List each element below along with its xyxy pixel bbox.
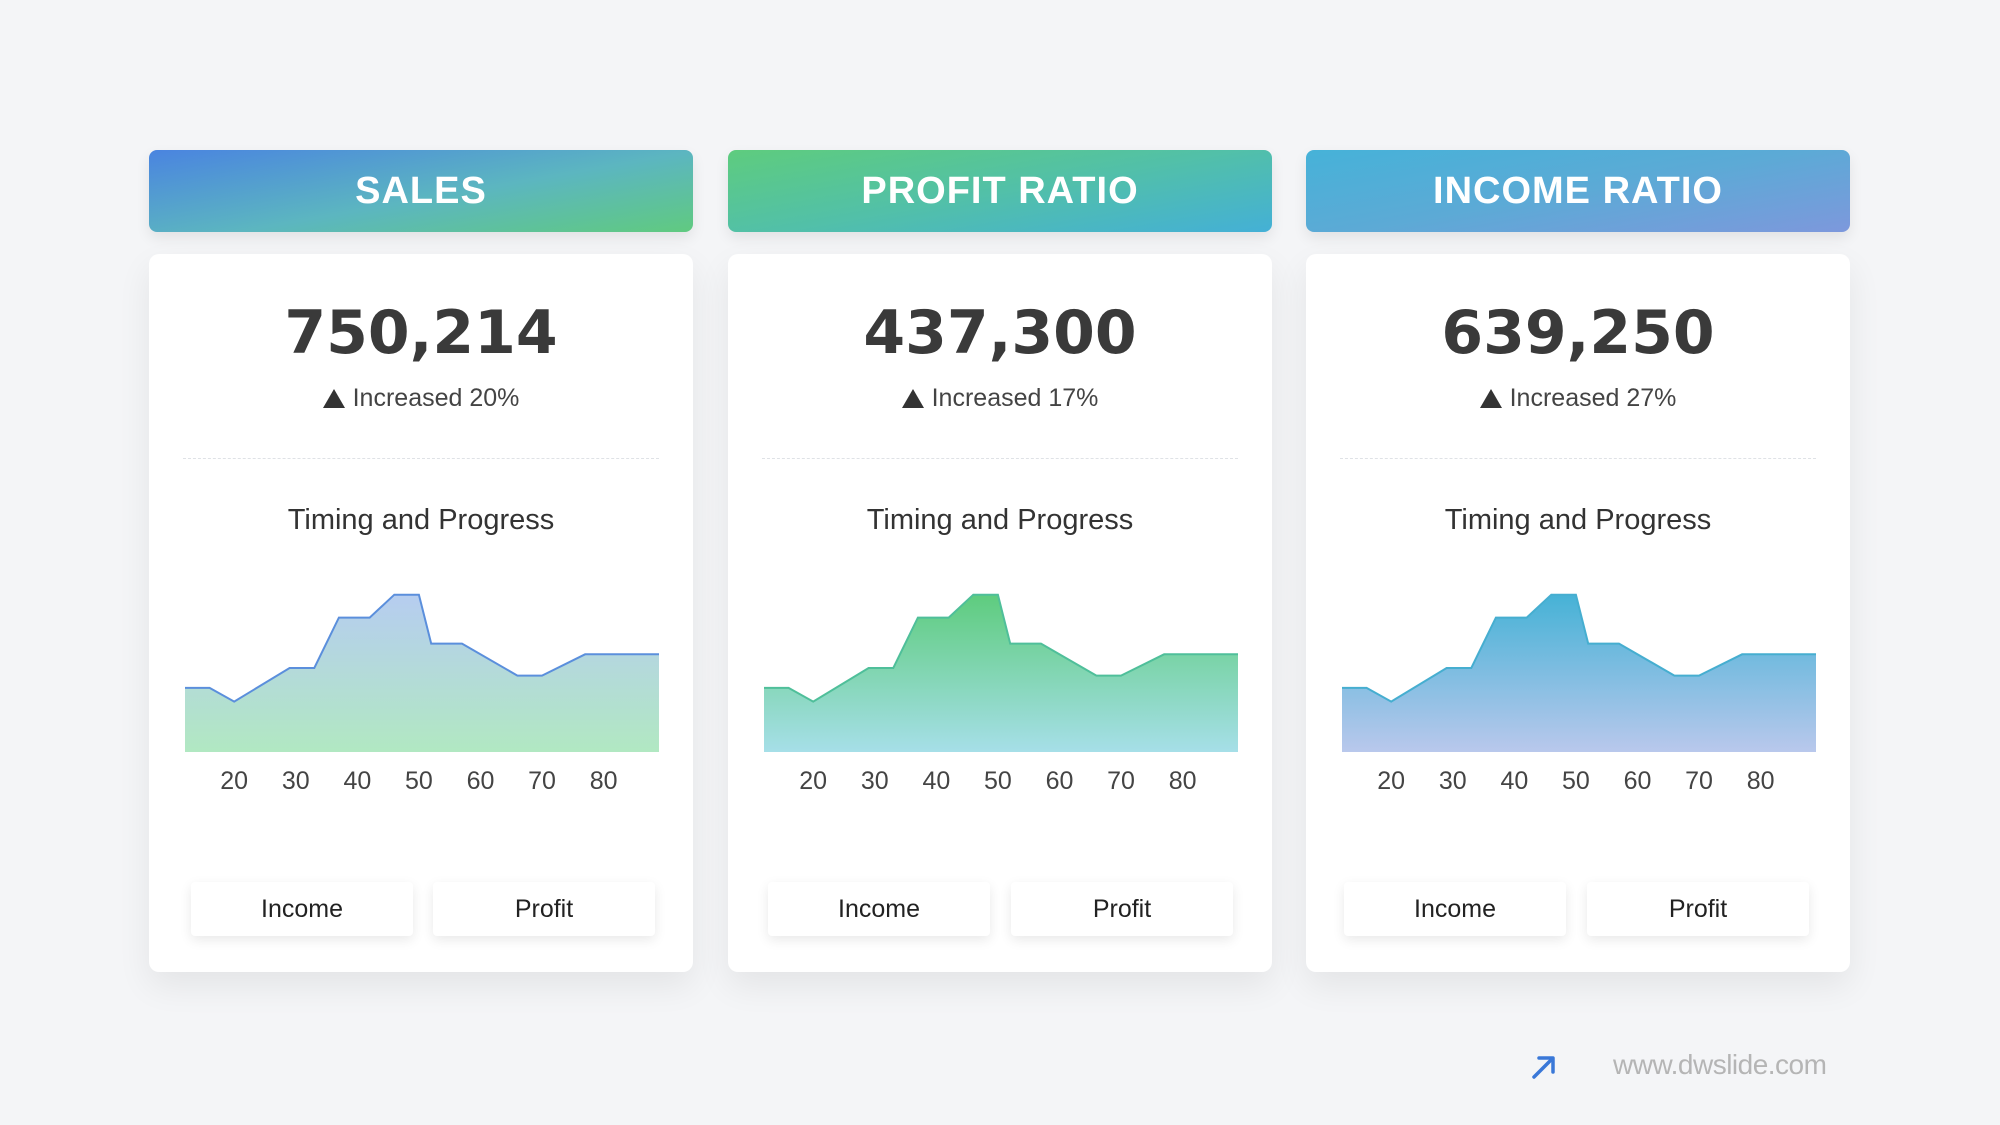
stat-value: 750,214 [284, 298, 558, 368]
area-series [764, 594, 1238, 752]
x-tick-label: 40 [1500, 767, 1528, 794]
chart-title: Timing and Progress [287, 504, 555, 536]
panel-title: INCOME RATIO [1433, 169, 1723, 212]
panel-title: PROFIT RATIO [861, 169, 1139, 212]
x-tick-label: 60 [1624, 767, 1652, 794]
x-tick-label: 70 [1107, 767, 1135, 794]
triangle-up-icon [322, 389, 345, 408]
stat-value: 639,250 [1441, 298, 1715, 368]
x-tick-label: 80 [590, 767, 618, 794]
income-button[interactable]: Income [191, 882, 413, 936]
chart-title: Timing and Progress [866, 504, 1134, 536]
footer-url[interactable]: www.dwslide.com [1613, 1049, 1827, 1080]
panel-header: SALES [149, 150, 693, 232]
stat-card: 639,250 Increased 27% Timing and Progres… [1306, 254, 1850, 972]
stat-card: 750,214 Increased 20% Timing and Progres… [149, 254, 693, 972]
x-tick-label: 80 [1169, 767, 1197, 794]
x-tick-label: 20 [1377, 767, 1405, 794]
change-text: Increased 17% [931, 384, 1099, 412]
x-tick-label: 60 [467, 767, 495, 794]
triangle-up-icon [901, 389, 924, 408]
x-tick-label: 60 [1046, 767, 1074, 794]
panel-header: INCOME RATIO [1306, 150, 1850, 232]
divider [762, 458, 1238, 459]
x-tick-label: 30 [861, 767, 889, 794]
x-tick-label: 40 [922, 767, 950, 794]
change-text: Increased 20% [352, 384, 520, 412]
x-tick-label: 50 [984, 767, 1012, 794]
panel-income-ratio: INCOME RATIO 639,250 Increased 27% Timin… [1306, 150, 1850, 972]
x-tick-label: 50 [405, 767, 433, 794]
panel-sales: SALES 750,214 Increased 20% Timing and P… [149, 150, 693, 972]
profit-button[interactable]: Profit [433, 882, 655, 936]
profit-button[interactable]: Profit [1587, 882, 1809, 936]
panel-header: PROFIT RATIO [728, 150, 1272, 232]
area-chart: 20 30 40 50 60 70 80 [764, 593, 1238, 794]
divider [183, 458, 659, 459]
area-series [185, 594, 659, 752]
x-tick-label: 70 [528, 767, 556, 794]
x-tick-label: 20 [220, 767, 248, 794]
x-tick-label: 30 [1439, 767, 1467, 794]
area-series [1342, 594, 1816, 752]
change-indicator: Increased 27% [1306, 384, 1850, 413]
x-tick-label: 30 [282, 767, 310, 794]
x-tick-label: 20 [799, 767, 827, 794]
change-indicator: Increased 20% [149, 384, 693, 413]
income-button[interactable]: Income [1344, 882, 1566, 936]
change-text: Increased 27% [1509, 384, 1677, 412]
area-outline [1342, 593, 1816, 703]
triangle-up-icon [1479, 389, 1502, 408]
area-outline [185, 593, 659, 703]
chart-title: Timing and Progress [1444, 504, 1712, 536]
area-chart: 20 30 40 50 60 70 80 [1342, 593, 1816, 794]
arrow-up-right-icon [1532, 1056, 1555, 1079]
income-button[interactable]: Income [768, 882, 990, 936]
divider [1340, 458, 1816, 459]
profit-button[interactable]: Profit [1011, 882, 1233, 936]
change-indicator: Increased 17% [728, 384, 1272, 413]
x-tick-label: 50 [1562, 767, 1590, 794]
panel-title: SALES [355, 169, 487, 212]
x-tick-label: 70 [1685, 767, 1713, 794]
x-tick-label: 80 [1747, 767, 1775, 794]
area-outline [764, 593, 1238, 703]
panel-profit-ratio: PROFIT RATIO 437,300 Increased 17% Timin… [728, 150, 1272, 972]
stat-card: 437,300 Increased 17% Timing and Progres… [728, 254, 1272, 972]
area-chart: 20 30 40 50 60 70 80 [185, 593, 659, 794]
stat-value: 437,300 [863, 298, 1137, 368]
x-tick-label: 40 [343, 767, 371, 794]
